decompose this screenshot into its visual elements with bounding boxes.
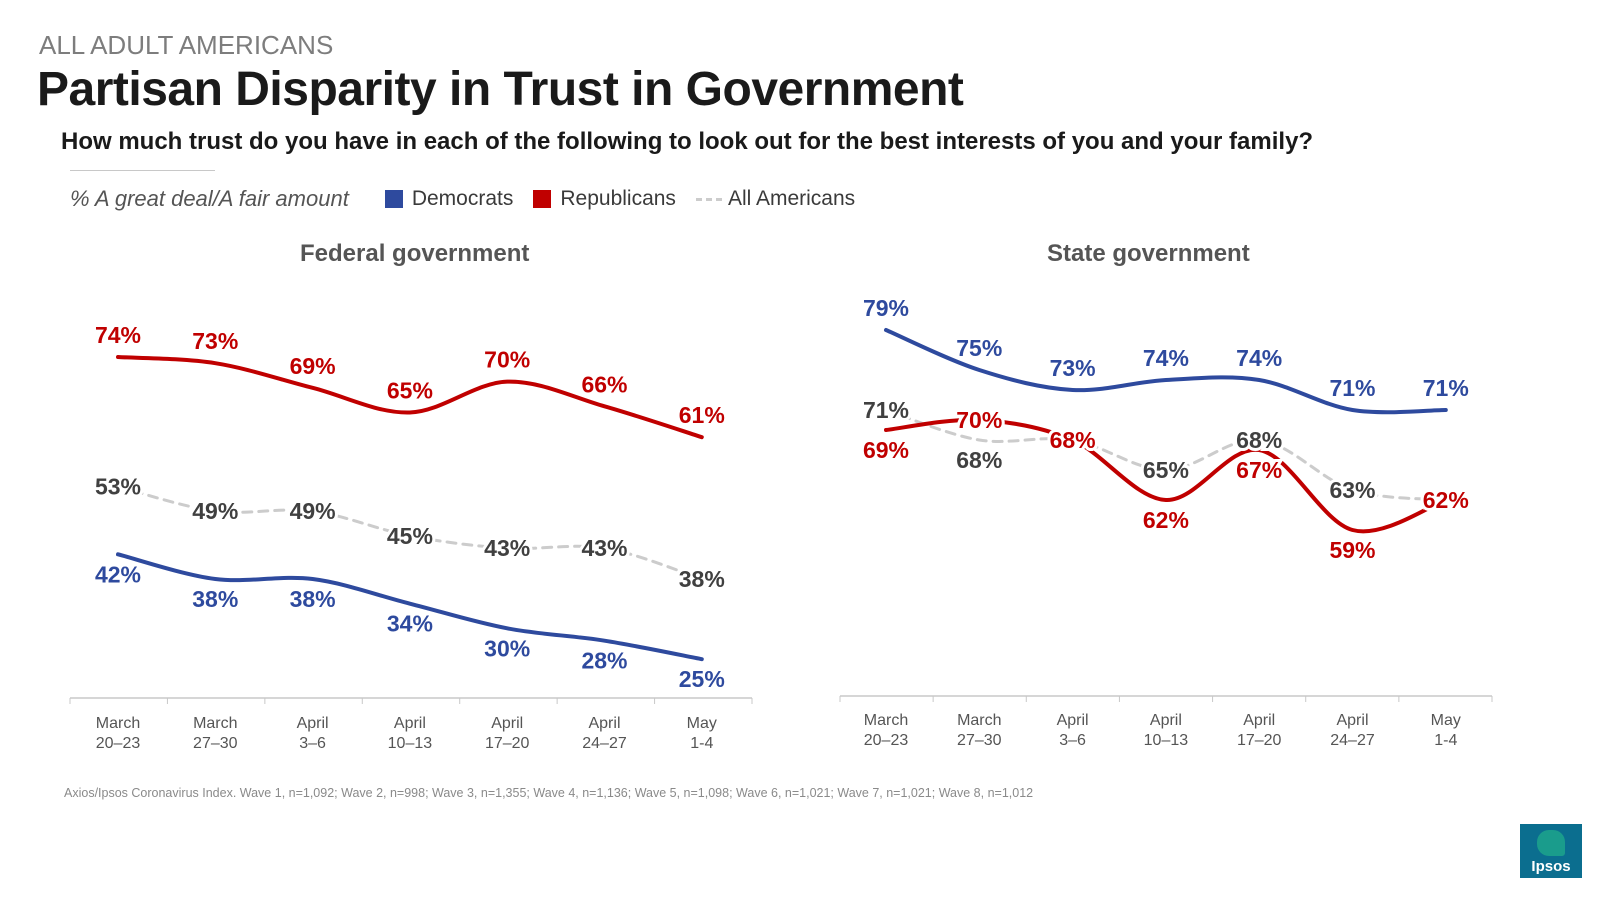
logo-text: Ipsos xyxy=(1531,858,1571,875)
data-label-all-federal: 45% xyxy=(387,523,433,549)
ipsos-logo: Ipsos xyxy=(1520,824,1582,878)
data-label-democrats-federal: 25% xyxy=(679,666,725,692)
data-label-all-state: 65% xyxy=(1143,457,1189,483)
x-label-federal: May xyxy=(687,715,717,732)
data-label-republicans-federal: 65% xyxy=(387,378,433,404)
all-americans-dash-icon xyxy=(695,197,722,201)
x-label-state: 20–23 xyxy=(864,732,909,749)
divider xyxy=(70,170,215,171)
x-label-state: March xyxy=(864,712,908,729)
x-label-state: 10–13 xyxy=(1144,732,1189,749)
data-label-democrats-federal: 30% xyxy=(484,635,530,661)
x-label-federal: April xyxy=(297,715,329,732)
democrats-swatch-icon xyxy=(384,190,403,208)
data-label-democrats-state: 75% xyxy=(956,335,1002,361)
x-label-federal: April xyxy=(491,715,523,732)
legend-all-americans: All Americans xyxy=(695,187,856,211)
x-label-federal: 27–30 xyxy=(193,735,238,752)
x-label-state: April xyxy=(1150,712,1182,729)
data-label-republicans-federal: 61% xyxy=(679,402,725,428)
data-label-all-state: 63% xyxy=(1329,477,1375,503)
data-label-all-state: 68% xyxy=(1236,427,1282,453)
x-label-state: April xyxy=(1057,712,1089,729)
series-line-all-state xyxy=(884,408,1448,502)
republicans-swatch-icon xyxy=(533,190,552,208)
x-label-federal: 1-4 xyxy=(690,735,713,752)
x-label-state: 27–30 xyxy=(957,732,1002,749)
data-label-democrats-state: 74% xyxy=(1143,345,1189,371)
x-label-federal: 24–27 xyxy=(582,735,627,752)
data-label-democrats-federal: 34% xyxy=(387,611,433,637)
page-title: Partisan Disparity in Trust in Governmen… xyxy=(37,63,964,116)
data-label-republicans-state: 69% xyxy=(863,437,909,463)
x-label-state: April xyxy=(1336,712,1368,729)
series-line-democrats-state xyxy=(884,328,1448,415)
data-label-republicans-federal: 74% xyxy=(95,322,141,348)
data-label-democrats-federal: 38% xyxy=(290,586,336,612)
x-label-federal: March xyxy=(96,715,140,732)
x-label-state: 3–6 xyxy=(1059,732,1086,749)
x-label-state: 24–27 xyxy=(1330,732,1375,749)
legend-democrats-label: Democrats xyxy=(411,187,514,210)
data-label-republicans-federal: 73% xyxy=(192,328,238,354)
series-line-republicans-federal xyxy=(116,355,704,440)
series-line-democrats-federal xyxy=(116,552,704,662)
chart-title-state: State government xyxy=(1047,240,1250,267)
x-label-state: May xyxy=(1431,712,1461,729)
survey-question: How much trust do you have in each of th… xyxy=(61,128,1314,155)
series-line-all-federal xyxy=(116,485,704,581)
data-label-republicans-state: 68% xyxy=(1050,427,1096,453)
data-label-democrats-state: 74% xyxy=(1236,345,1282,371)
legend-all-label: All Americans xyxy=(727,187,856,210)
data-label-democrats-state: 79% xyxy=(863,295,909,321)
legend: % A great deal/A fair amount Democrats R… xyxy=(70,184,875,214)
data-label-republicans-state: 70% xyxy=(956,407,1002,433)
x-label-state: 1-4 xyxy=(1434,732,1457,749)
x-label-federal: March xyxy=(193,715,237,732)
data-label-all-federal: 49% xyxy=(192,498,238,524)
data-label-republicans-state: 62% xyxy=(1143,507,1189,533)
legend-republicans-label: Republicans xyxy=(560,187,676,210)
data-label-republicans-federal: 70% xyxy=(484,347,530,373)
data-label-republicans-federal: 69% xyxy=(290,353,336,379)
x-label-federal: 17–20 xyxy=(485,735,530,752)
data-label-republicans-state: 59% xyxy=(1329,537,1375,563)
data-label-republicans-state: 67% xyxy=(1236,457,1282,483)
chart-title-federal: Federal government xyxy=(300,240,530,267)
data-label-democrats-federal: 38% xyxy=(192,586,238,612)
legend-republicans: Republicans xyxy=(533,187,676,211)
data-label-all-state: 68% xyxy=(956,447,1002,473)
data-label-all-state: 71% xyxy=(863,397,909,423)
x-label-state: March xyxy=(957,712,1001,729)
data-label-democrats-state: 73% xyxy=(1050,355,1096,381)
x-label-federal: 10–13 xyxy=(388,735,433,752)
data-label-all-federal: 43% xyxy=(581,535,627,561)
data-label-democrats-state: 71% xyxy=(1329,375,1375,401)
ipsos-logo-icon xyxy=(1537,830,1565,856)
data-label-democrats-federal: 28% xyxy=(581,648,627,674)
data-label-all-federal: 49% xyxy=(290,498,336,524)
x-label-state: April xyxy=(1243,712,1275,729)
data-label-all-federal: 53% xyxy=(95,474,141,500)
legend-measure: % A great deal/A fair amount xyxy=(70,186,349,211)
data-label-democrats-state: 71% xyxy=(1423,375,1469,401)
data-label-all-state: 68% xyxy=(1050,427,1096,453)
legend-democrats: Democrats xyxy=(384,187,514,211)
data-label-all-federal: 38% xyxy=(679,566,725,592)
x-label-federal: April xyxy=(588,715,620,732)
data-label-all-state: 62% xyxy=(1423,487,1469,513)
data-label-republicans-federal: 66% xyxy=(581,371,627,397)
eyebrow: ALL ADULT AMERICANS xyxy=(39,30,334,60)
data-label-republicans-state: 62% xyxy=(1423,487,1469,513)
source-note: Axios/Ipsos Coronavirus Index. Wave 1, n… xyxy=(64,786,1034,800)
x-label-federal: 20–23 xyxy=(96,735,141,752)
x-label-federal: April xyxy=(394,715,426,732)
data-label-democrats-federal: 42% xyxy=(95,561,141,587)
data-label-all-federal: 43% xyxy=(484,535,530,561)
x-label-federal: 3–6 xyxy=(299,735,326,752)
series-line-republicans-state xyxy=(884,417,1448,534)
x-label-state: 17–20 xyxy=(1237,732,1282,749)
